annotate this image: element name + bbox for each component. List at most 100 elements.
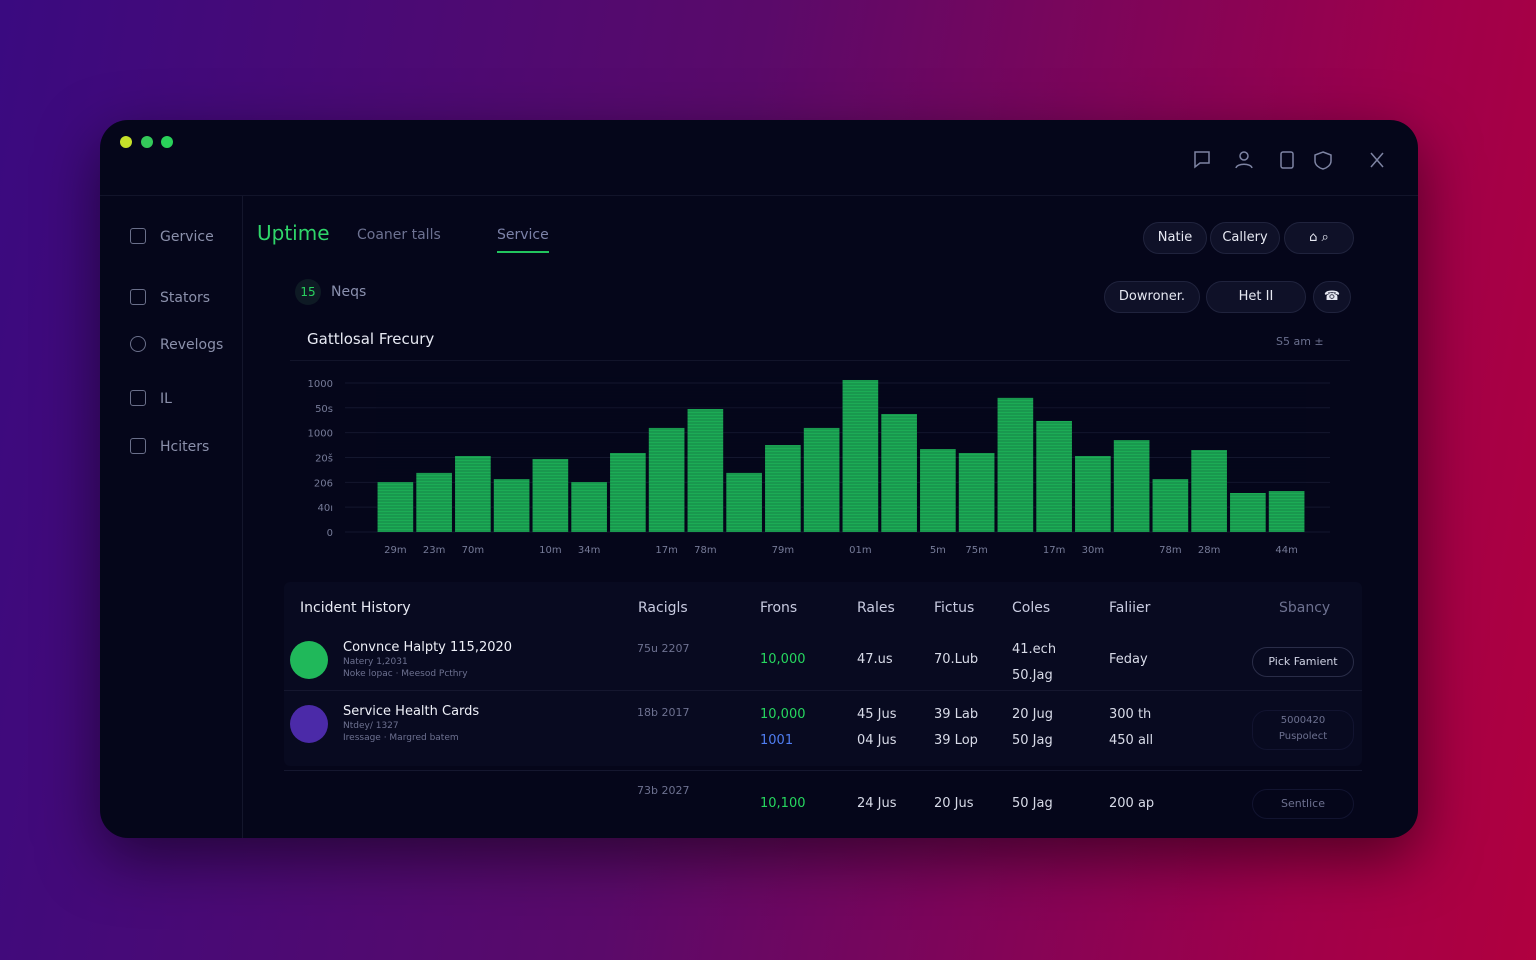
table-panel bbox=[284, 582, 1362, 766]
row-sub: Natery 1,2031 bbox=[343, 657, 408, 667]
y-tick-label: 20š bbox=[315, 452, 333, 464]
badge-count: 15 bbox=[295, 279, 321, 305]
bar bbox=[493, 479, 530, 532]
x-tick-label: 34m bbox=[578, 545, 600, 556]
chart-legend[interactable]: S5 am ± bbox=[1276, 335, 1324, 348]
y-tick-label: 206 bbox=[314, 478, 333, 489]
y-tick-label: 1000 bbox=[308, 379, 333, 390]
sidebar-item[interactable]: Hciters bbox=[130, 438, 209, 455]
row-action[interactable]: 5000420 Puspolect bbox=[1252, 710, 1354, 750]
shield-icon[interactable] bbox=[1314, 151, 1332, 170]
button[interactable]: Dowroner. bbox=[1104, 281, 1200, 313]
row-date: 73b 2027 bbox=[637, 784, 690, 797]
row-action[interactable]: Sentlice bbox=[1252, 789, 1354, 819]
tab[interactable]: Uptime bbox=[257, 221, 330, 245]
x-tick-label: 78m bbox=[1159, 545, 1181, 556]
bar bbox=[1268, 491, 1305, 532]
tab[interactable]: Service bbox=[497, 227, 549, 253]
row-name: Convnce Halpty 115,2020 bbox=[343, 640, 513, 655]
icon-buttons[interactable]: ⌂ ⌕ bbox=[1284, 222, 1354, 254]
row-date: 75u 2207 bbox=[637, 642, 690, 655]
bar bbox=[726, 472, 762, 532]
row-sub: Ntdey/ 1327 bbox=[343, 721, 399, 731]
sidebar-label: Stators bbox=[160, 290, 211, 306]
sidebar-label: Revelogs bbox=[160, 337, 224, 353]
button[interactable]: Callery bbox=[1210, 222, 1280, 254]
badge-label: Neqs bbox=[331, 284, 367, 300]
sidebar-item[interactable]: Stators bbox=[130, 289, 210, 306]
row-date: 18b 2017 bbox=[637, 706, 690, 719]
action-label: Pick Famient bbox=[1268, 655, 1338, 668]
x-tick-label: 44m bbox=[1275, 545, 1297, 556]
bar bbox=[881, 414, 917, 532]
user-icon[interactable] bbox=[1239, 151, 1249, 161]
row-divider bbox=[284, 690, 1362, 691]
action-label: 5000420 bbox=[1280, 715, 1326, 726]
bar bbox=[1036, 420, 1072, 532]
sidebar-label: IL bbox=[160, 391, 172, 407]
table-header: Faliier bbox=[1109, 600, 1151, 616]
bar bbox=[997, 397, 1034, 532]
bar bbox=[648, 427, 685, 532]
table-header: Coles bbox=[1012, 600, 1051, 616]
window-dot[interactable] bbox=[141, 136, 153, 148]
chat-icon[interactable] bbox=[1194, 151, 1210, 169]
y-tick-label: 0 bbox=[327, 528, 333, 539]
sidebar-item[interactable]: IL bbox=[130, 390, 172, 407]
table-title: Incident History bbox=[300, 600, 411, 616]
y-tick-label: 40ı bbox=[317, 503, 333, 514]
x-tick-label: 17m bbox=[1043, 545, 1065, 556]
table-header: Frons bbox=[760, 600, 798, 616]
cell-faliier: Feday bbox=[1109, 652, 1148, 667]
avatar bbox=[290, 705, 328, 743]
x-tick-label: 79m bbox=[772, 545, 794, 556]
bar bbox=[958, 453, 995, 532]
window-dot[interactable] bbox=[161, 136, 173, 148]
bar bbox=[765, 445, 801, 532]
window-dot[interactable] bbox=[120, 136, 132, 148]
bar bbox=[377, 482, 414, 532]
row-action[interactable]: Pick Famient bbox=[1252, 647, 1354, 677]
cell-rales: 24 Jus bbox=[857, 796, 897, 811]
sidebar-item[interactable]: Revelogs bbox=[130, 336, 223, 353]
chart-title: Gattlosal Frecury bbox=[307, 330, 435, 348]
cell-coles: 20 Jug bbox=[1012, 707, 1053, 722]
tab[interactable]: Coaner talls bbox=[357, 227, 441, 243]
row-sub: Noke lopac · Meesod Pcthry bbox=[343, 669, 468, 679]
x-tick-label: 75m bbox=[965, 545, 987, 556]
bar bbox=[1113, 440, 1150, 532]
bar bbox=[455, 455, 491, 532]
cell-fictus: 39 Lab bbox=[934, 707, 979, 722]
cell-fictus: 20 Jus bbox=[934, 796, 974, 811]
sidebar-label: Gervice bbox=[160, 229, 214, 245]
table-header: Rales bbox=[857, 600, 895, 616]
cell-frons: 1001 bbox=[760, 733, 794, 748]
x-tick-label: 28m bbox=[1198, 545, 1220, 556]
x-tick-label: 10m bbox=[539, 545, 561, 556]
cell-frons: 10,100 bbox=[760, 796, 806, 811]
x-tick-label: 78m bbox=[694, 545, 716, 556]
cell-frons: 10,000 bbox=[760, 652, 806, 667]
button[interactable]: Natie bbox=[1143, 222, 1207, 254]
cell-faliier: 200 ap bbox=[1109, 796, 1155, 811]
row-name: Service Health Cards bbox=[343, 704, 480, 719]
table-header: Racigls bbox=[638, 600, 688, 616]
close-icon[interactable] bbox=[1370, 152, 1384, 168]
window-icons bbox=[1194, 151, 1384, 170]
cell-rales: 04 Jus bbox=[857, 733, 897, 748]
x-tick-label: 70m bbox=[462, 545, 484, 556]
sidebar-item[interactable]: Gervice bbox=[130, 228, 214, 245]
cell-coles: 50 Jag bbox=[1012, 733, 1053, 748]
cell-fictus: 39 Lop bbox=[934, 733, 978, 748]
cell-coles: 50 Jag bbox=[1012, 796, 1053, 811]
row-divider bbox=[284, 770, 1362, 771]
x-tick-label: 17m bbox=[655, 545, 677, 556]
call-button[interactable]: ☎ bbox=[1313, 281, 1351, 313]
bar bbox=[803, 427, 840, 532]
bar bbox=[1152, 479, 1189, 532]
doc-icon[interactable] bbox=[1280, 151, 1294, 169]
action-label: Sentlice bbox=[1281, 797, 1325, 810]
cell-rales: 45 Jus bbox=[857, 707, 897, 722]
button[interactable]: Het II bbox=[1206, 281, 1306, 313]
